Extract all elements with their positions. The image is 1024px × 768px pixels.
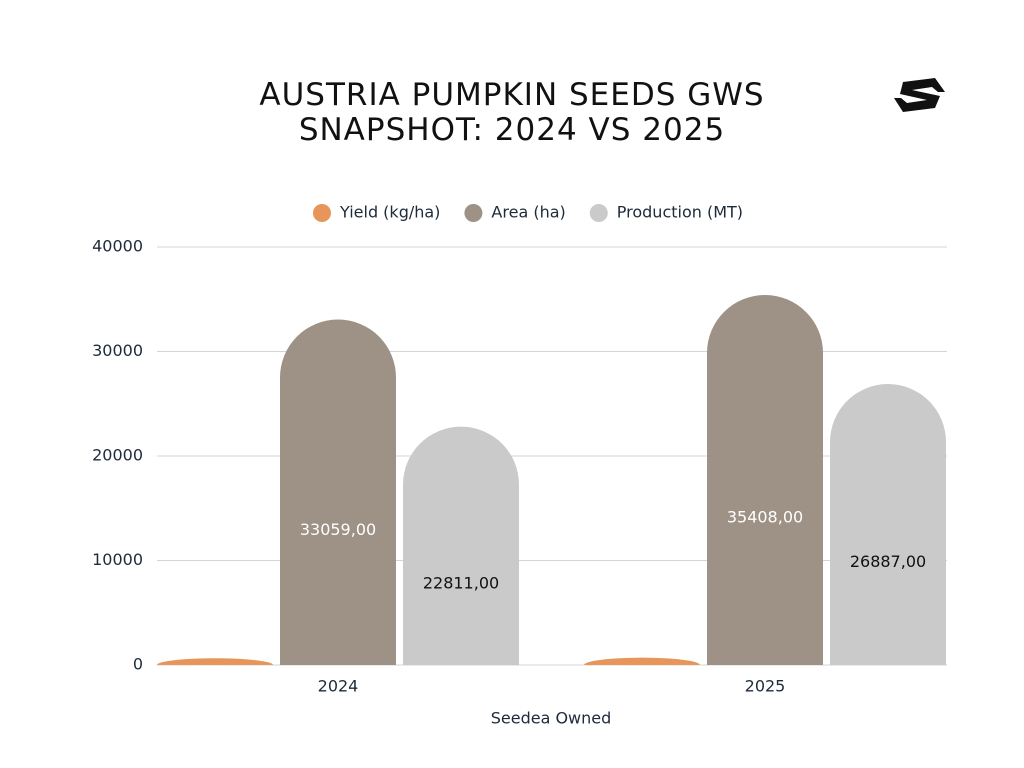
legend-swatch xyxy=(313,204,331,222)
data-label: 26887,00 xyxy=(850,552,926,571)
bar xyxy=(280,319,396,665)
legend-label: Area (ha) xyxy=(491,203,565,222)
data-label: 22811,00 xyxy=(423,573,499,592)
x-tick-label: 2025 xyxy=(745,677,786,696)
legend-swatch xyxy=(464,204,483,222)
legend-label: Production (MT) xyxy=(617,203,743,222)
legend-swatch xyxy=(589,204,608,222)
x-axis-label: Seedea Owned xyxy=(491,709,612,728)
y-tick-label: 10000 xyxy=(92,550,143,569)
logo xyxy=(894,78,945,112)
bar xyxy=(403,426,519,665)
data-label: 33059,00 xyxy=(300,520,376,539)
data-label: 35408,00 xyxy=(727,507,803,526)
bar xyxy=(157,658,273,665)
chart-title: AUSTRIA PUMPKIN SEEDS GWS SNAPSHOT: 2024… xyxy=(259,77,765,148)
bar xyxy=(707,294,823,665)
legend-label: Yield (kg/ha) xyxy=(339,203,440,222)
y-tick-label: 40000 xyxy=(92,237,143,256)
y-tick-label: 30000 xyxy=(92,341,143,360)
y-tick-label: 0 xyxy=(133,655,143,674)
bar xyxy=(584,657,700,665)
y-tick-label: 20000 xyxy=(92,446,143,465)
bar xyxy=(830,384,946,665)
x-tick-label: 2024 xyxy=(318,677,359,696)
